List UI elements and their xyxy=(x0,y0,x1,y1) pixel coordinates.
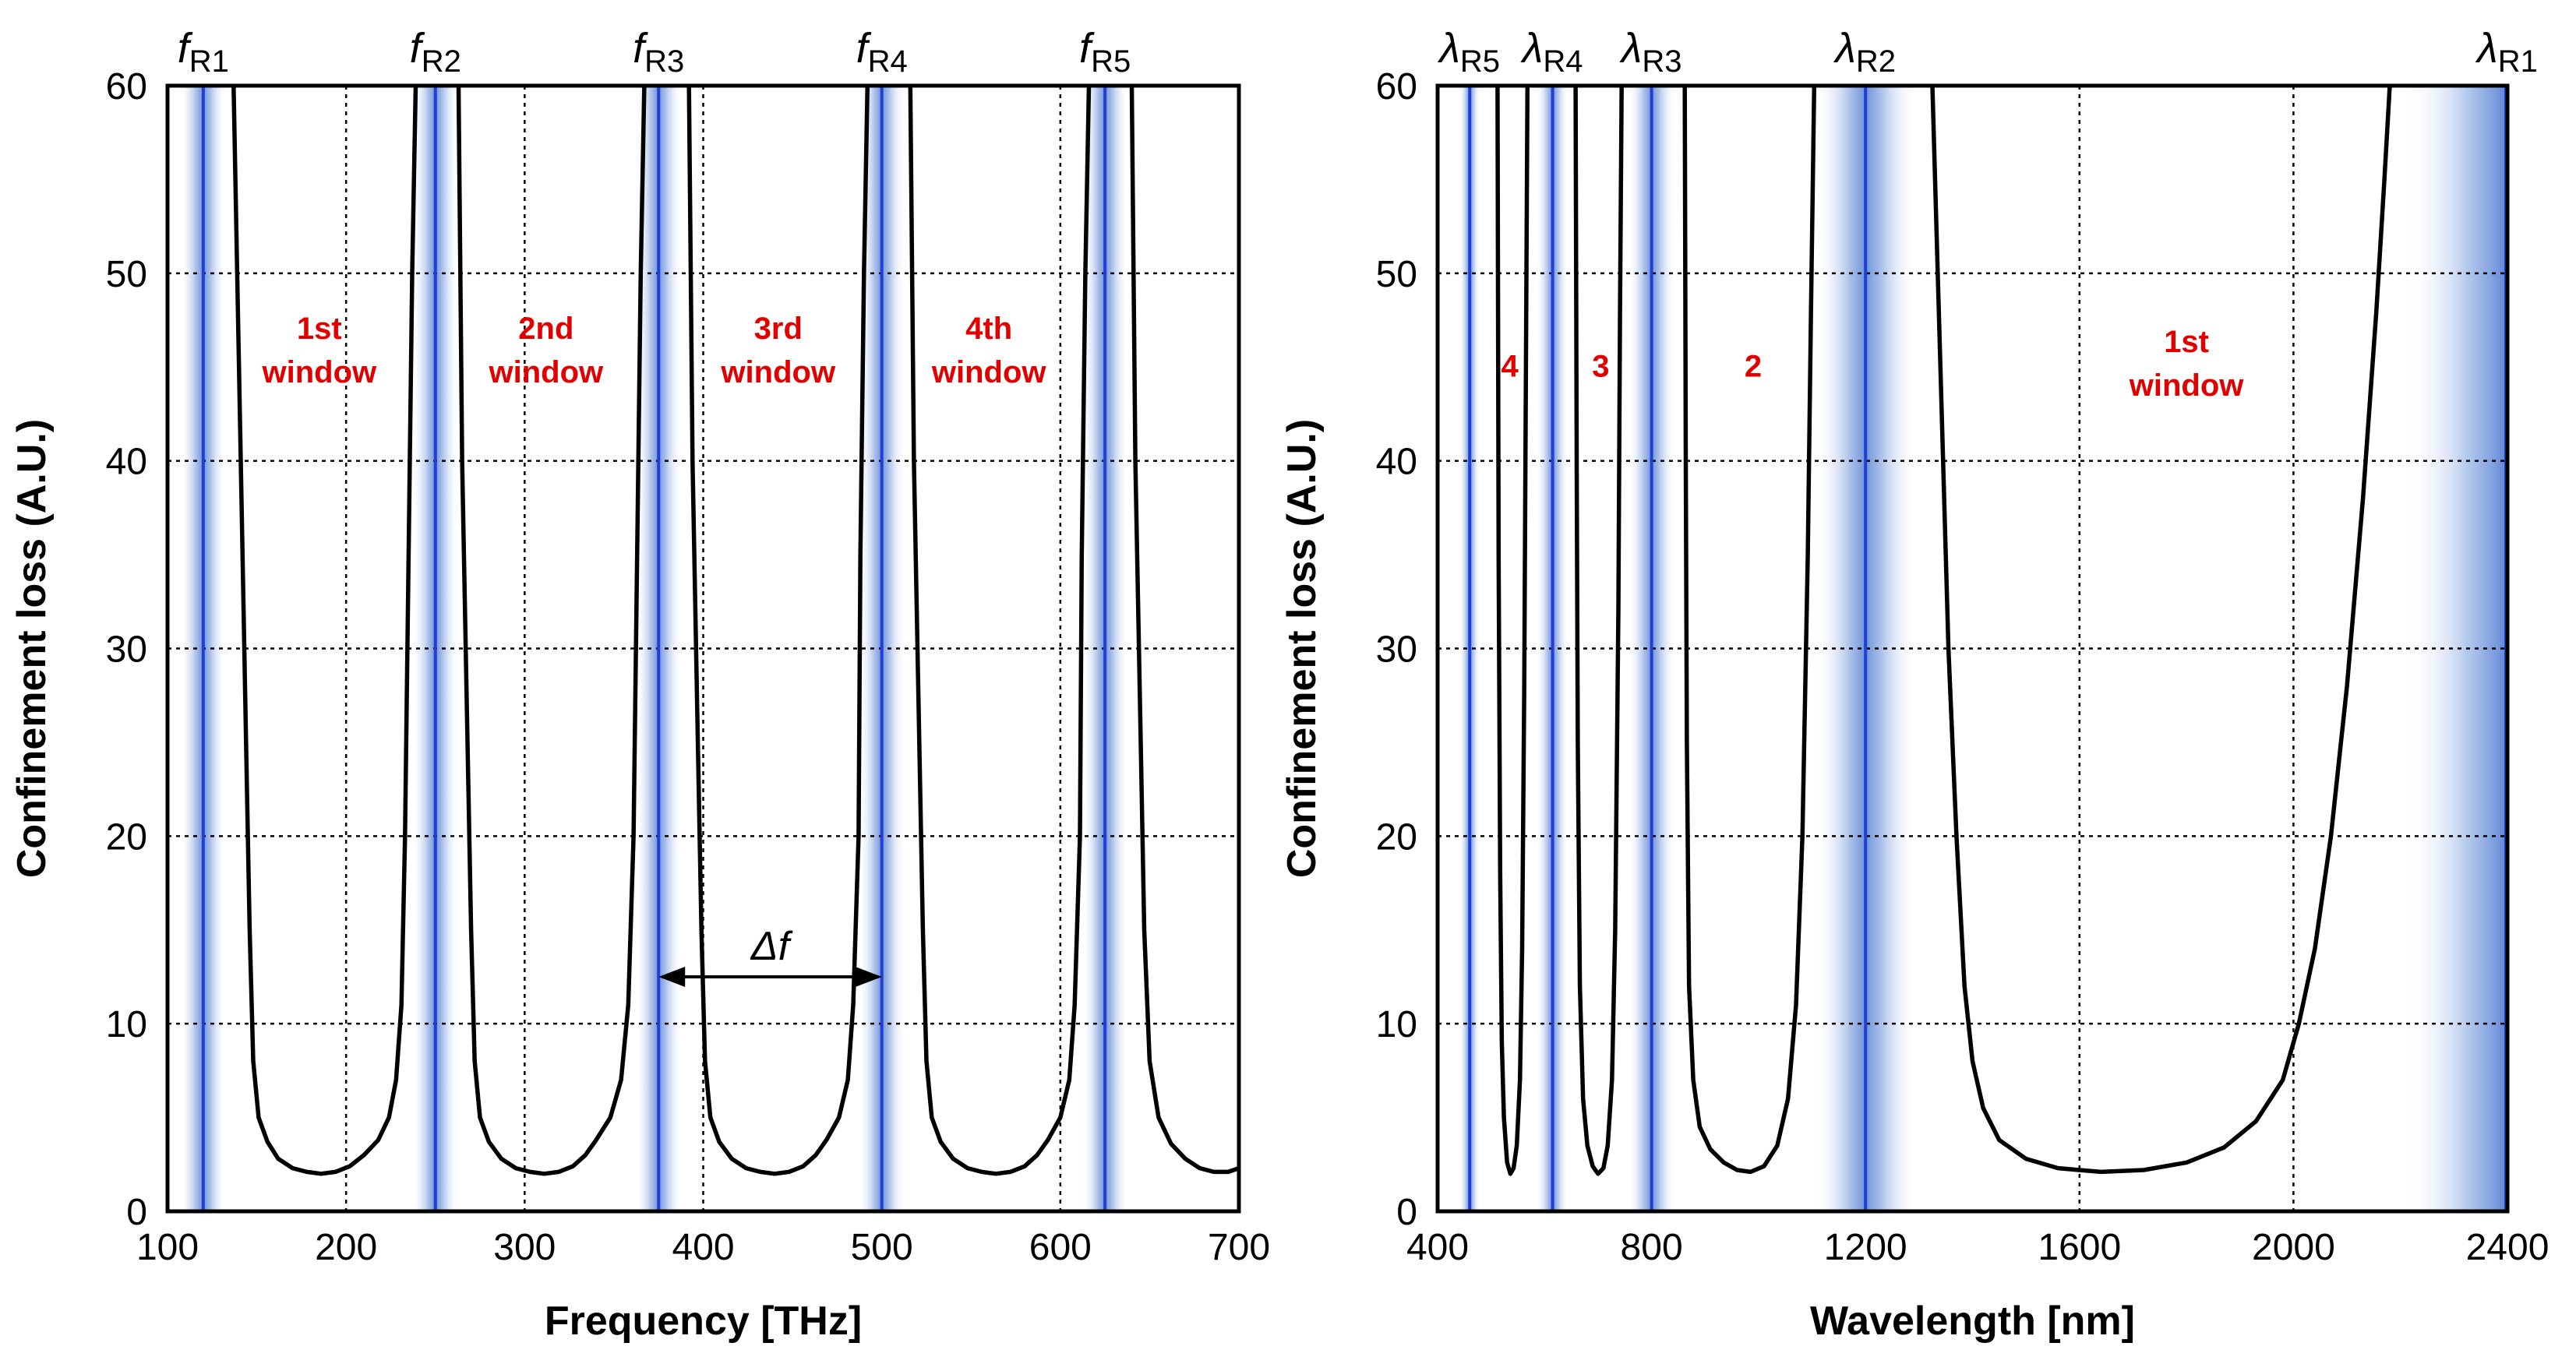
y-tick-label: 10 xyxy=(1376,1004,1417,1045)
x-tick-label: 1200 xyxy=(1824,1227,1907,1268)
resonance-label-r2: λR2 xyxy=(1833,25,1896,79)
resonance-label-r4: fR4 xyxy=(856,25,908,79)
y-axis-label: Confinement loss (A.U.) xyxy=(9,419,55,878)
y-tick-label: 40 xyxy=(106,442,147,483)
y-tick-label: 20 xyxy=(1376,816,1417,858)
x-tick-label: 100 xyxy=(136,1227,199,1268)
y-tick-label: 60 xyxy=(1376,66,1417,107)
resonance-label-r2: fR2 xyxy=(410,25,461,79)
loss-curve-segment-4 xyxy=(908,86,1092,1176)
resonance-label-r5: λR5 xyxy=(1437,25,1500,79)
window-label: 1st xyxy=(297,312,342,346)
loss-curve-segment-1 xyxy=(1495,86,1530,1176)
x-tick-label: 1600 xyxy=(2038,1227,2121,1268)
spacing-arrow xyxy=(658,966,882,987)
y-tick-label: 50 xyxy=(1376,254,1417,295)
window-label: 4 xyxy=(1501,349,1519,383)
loss-curve-segment-5 xyxy=(1129,86,1239,1175)
window-label: 3rd xyxy=(754,312,803,346)
resonance-label-r1: λR1 xyxy=(2475,25,2538,79)
window-label: 3 xyxy=(1592,349,1609,383)
spacing-label: Δf xyxy=(750,924,793,969)
loss-curve-segment-1 xyxy=(231,86,418,1176)
y-axis-label: Confinement loss (A.U.) xyxy=(1279,419,1325,878)
x-tick-label: 2000 xyxy=(2252,1227,2335,1268)
window-label-line2: window xyxy=(2129,368,2245,403)
resonance-label-r3: fR3 xyxy=(633,25,684,79)
loss-curve-segment-2 xyxy=(1573,86,1624,1176)
x-tick-label: 2400 xyxy=(2466,1227,2550,1268)
window-label-line2: window xyxy=(489,355,605,389)
x-tick-label: 300 xyxy=(493,1227,556,1268)
y-tick-label: 40 xyxy=(1376,442,1417,483)
chart-panel-wavelength: 400 800 1200 1600 2000 2400 0 10 20 30 40 50 60 Wavel… xyxy=(1279,25,2549,1344)
x-tick-label: 500 xyxy=(851,1227,913,1268)
resonance-label-r5: fR5 xyxy=(1079,25,1131,79)
loss-curve-segment-3 xyxy=(1682,86,1817,1175)
plot-frame xyxy=(165,83,1241,1214)
loss-curve-segment-3 xyxy=(686,86,870,1176)
y-tick-label: 60 xyxy=(106,66,147,107)
window-label: 2nd xyxy=(518,312,573,346)
resonance-label-r1: fR1 xyxy=(178,25,229,79)
y-tick-label: 0 xyxy=(126,1192,147,1233)
chart-panel-frequency: 100 200 300 400 500 600 700 0 10 20 30 40 50 60 Freque… xyxy=(9,25,1270,1344)
window-label-line2: window xyxy=(720,355,836,389)
x-tick-label: 200 xyxy=(315,1227,377,1268)
resonance-band-r1 xyxy=(2405,86,2507,1211)
x-tick-label: 400 xyxy=(1406,1227,1469,1268)
x-tick-label: 400 xyxy=(672,1227,734,1268)
x-tick-label: 600 xyxy=(1029,1227,1092,1268)
x-axis-label: Frequency [THz] xyxy=(545,1299,862,1344)
resonance-label-r4: λR4 xyxy=(1520,25,1583,79)
y-tick-label: 50 xyxy=(106,254,147,295)
loss-curve-segment-2 xyxy=(456,86,647,1176)
x-axis-label: Wavelength [nm] xyxy=(1810,1299,2135,1344)
loss-curve-segment-4 xyxy=(1930,86,2392,1175)
plot-frame xyxy=(1435,83,2510,1214)
y-tick-label: 20 xyxy=(106,816,147,858)
resonance-label-r3: λR3 xyxy=(1619,25,1682,79)
y-tick-label: 0 xyxy=(1396,1192,1417,1233)
window-label: 1st xyxy=(2164,325,2209,359)
x-tick-label: 700 xyxy=(1208,1227,1270,1268)
y-tick-label: 10 xyxy=(106,1004,147,1045)
y-tick-label: 30 xyxy=(1376,629,1417,671)
window-label-line2: window xyxy=(931,355,1047,389)
window-label-line2: window xyxy=(261,355,377,389)
window-label: 4th xyxy=(965,312,1012,346)
y-tick-label: 30 xyxy=(106,629,147,671)
x-tick-label: 800 xyxy=(1621,1227,1683,1268)
window-label: 2 xyxy=(1745,349,1762,383)
